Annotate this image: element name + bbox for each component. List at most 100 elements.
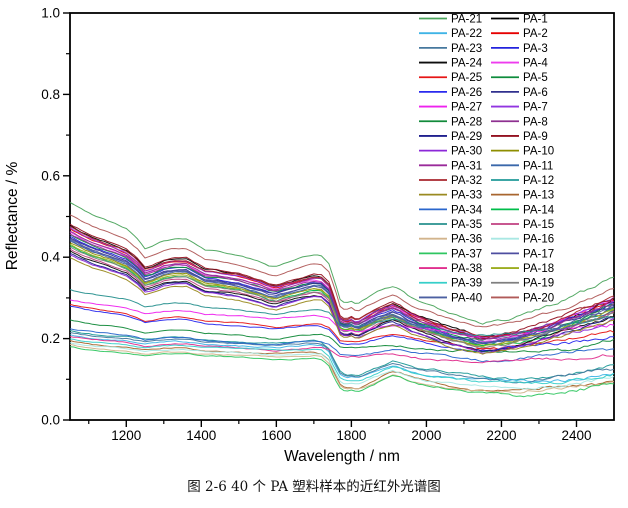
- legend-item-PA-35: PA-35: [419, 219, 482, 231]
- legend-item-PA-10: PA-10: [491, 146, 554, 158]
- legend-item-PA-28: PA-28: [419, 116, 482, 128]
- series-PA-20: [69, 214, 615, 328]
- legend-item-PA-25: PA-25: [419, 72, 482, 84]
- legend-label: PA-1: [523, 14, 548, 26]
- legend-item-PA-33: PA-33: [419, 190, 482, 202]
- legend-label: PA-9: [523, 131, 548, 143]
- legend-label: PA-35: [451, 219, 482, 231]
- legend-label: PA-25: [451, 72, 482, 84]
- legend-label: PA-28: [451, 116, 482, 128]
- legend-item-PA-20: PA-20: [491, 292, 554, 304]
- series-PA-16: [69, 342, 615, 390]
- x-tick-label: 1800: [336, 428, 366, 443]
- legend-label: PA-4: [523, 58, 548, 70]
- legend-label: PA-39: [451, 278, 482, 290]
- series-PA-34: [69, 328, 615, 363]
- series-PA-32: [69, 225, 615, 338]
- legend-label: PA-31: [451, 160, 482, 172]
- x-tick-label: 2400: [561, 428, 591, 443]
- legend-item-PA-38: PA-38: [419, 263, 482, 275]
- x-tick-label: 2200: [486, 428, 516, 443]
- legend-item-PA-31: PA-31: [419, 160, 482, 172]
- legend-label: PA-37: [451, 248, 482, 260]
- legend-item-PA-32: PA-32: [419, 175, 482, 187]
- y-tick-label: 0.4: [41, 250, 60, 265]
- y-tick-label: 0.6: [41, 168, 60, 183]
- legend-item-PA-22: PA-22: [419, 28, 482, 40]
- series-PA-22: [69, 334, 615, 383]
- legend-item-PA-3: PA-3: [491, 43, 548, 55]
- series-PA-36: [69, 343, 615, 394]
- legend-label: PA-3: [523, 43, 548, 55]
- legend-label: PA-24: [451, 58, 483, 70]
- x-tick-label: 1200: [111, 428, 141, 443]
- legend-label: PA-30: [451, 146, 482, 158]
- series-PA-38: [69, 336, 614, 364]
- series-PA-21: [69, 202, 615, 325]
- legend-label: PA-34: [451, 204, 483, 216]
- legend-label: PA-29: [451, 131, 482, 143]
- legend-item-PA-11: PA-11: [491, 160, 553, 172]
- legend-item-PA-34: PA-34: [419, 204, 483, 216]
- x-tick-label: 1400: [186, 428, 216, 443]
- series-PA-28: [69, 319, 615, 353]
- legend-label: PA-18: [523, 263, 554, 275]
- legend-label: PA-8: [523, 116, 548, 128]
- legend-item-PA-19: PA-19: [491, 278, 554, 290]
- series-PA-31: [69, 233, 615, 341]
- legend-item-PA-9: PA-9: [491, 131, 548, 143]
- legend-label: PA-11: [523, 160, 553, 172]
- y-tick-label: 1.0: [41, 6, 60, 21]
- legend-label: PA-12: [523, 175, 554, 187]
- legend-label: PA-23: [451, 43, 482, 55]
- legend-label: PA-20: [523, 292, 554, 304]
- legend-item-PA-18: PA-18: [491, 263, 554, 275]
- legend-label: PA-26: [451, 87, 482, 99]
- legend-item-PA-16: PA-16: [491, 234, 554, 246]
- legend-label: PA-15: [523, 219, 554, 231]
- legend-item-PA-21: PA-21: [419, 14, 482, 26]
- legend-item-PA-13: PA-13: [491, 190, 554, 202]
- legend-item-PA-8: PA-8: [491, 116, 548, 128]
- series-PA-18: [69, 243, 615, 348]
- legend-label: PA-19: [523, 278, 554, 290]
- y-axis-title: Reflectance / %: [4, 162, 21, 271]
- series-PA-39: [69, 338, 615, 385]
- legend-item-PA-1: PA-1: [491, 14, 548, 26]
- series-PA-40: [69, 240, 615, 344]
- legend-item-PA-40: PA-40: [419, 292, 482, 304]
- legend-label: PA-38: [451, 263, 482, 275]
- legend-item-PA-23: PA-23: [419, 43, 482, 55]
- legend-label: PA-21: [451, 14, 482, 26]
- series-PA-9: [69, 223, 615, 340]
- legend-item-PA-15: PA-15: [491, 219, 554, 231]
- legend-label: PA-17: [523, 248, 554, 260]
- legend-item-PA-12: PA-12: [491, 175, 554, 187]
- legend-label: PA-6: [523, 87, 548, 99]
- legend-item-PA-36: PA-36: [419, 234, 482, 246]
- legend-item-PA-24: PA-24: [419, 58, 483, 70]
- legend-label: PA-10: [523, 146, 554, 158]
- legend-item-PA-30: PA-30: [419, 146, 482, 158]
- x-axis-title: Wavelength / nm: [284, 448, 400, 465]
- series-PA-14: [69, 245, 615, 347]
- legend-item-PA-14: PA-14: [491, 204, 555, 216]
- legend-label: PA-27: [451, 102, 482, 114]
- legend-label: PA-40: [451, 292, 482, 304]
- legend-label: PA-13: [523, 190, 554, 202]
- y-tick-label: 0.8: [41, 87, 60, 102]
- legend-label: PA-5: [523, 72, 548, 84]
- legend-label: PA-36: [451, 234, 482, 246]
- series-PA-33: [69, 257, 615, 355]
- legend-item-PA-6: PA-6: [491, 87, 548, 99]
- legend-label: PA-32: [451, 175, 482, 187]
- legend-item-PA-29: PA-29: [419, 131, 482, 143]
- legend-item-PA-7: PA-7: [491, 102, 548, 114]
- x-tick-label: 2000: [411, 428, 441, 443]
- legend-item-PA-27: PA-27: [419, 102, 482, 114]
- series-PA-26: [69, 305, 614, 353]
- legend-item-PA-2: PA-2: [491, 28, 548, 40]
- series-PA-37: [69, 346, 615, 398]
